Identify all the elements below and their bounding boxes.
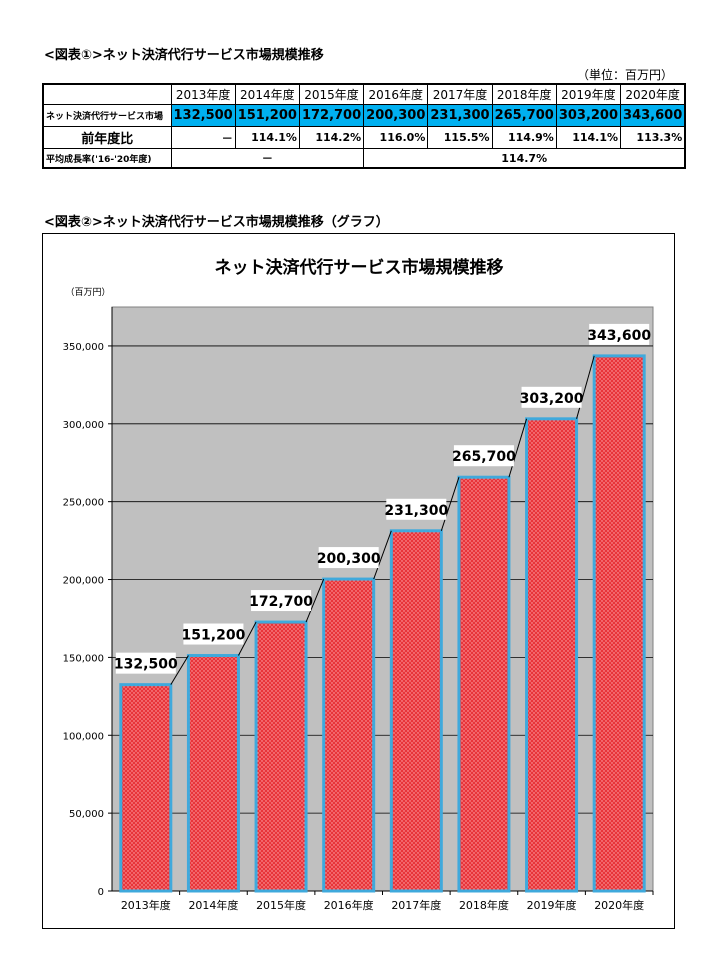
x-tick-label: 2013年度 (121, 898, 171, 912)
y-tick-label: 150,000 (63, 653, 104, 664)
yoy-value-cell: 114.1% (555, 126, 622, 149)
yoy-value-cell: 114.2% (298, 126, 365, 149)
x-tick-label: 2017年度 (391, 898, 441, 912)
data-label: 303,200 (520, 391, 584, 407)
data-label-bg (386, 498, 447, 520)
unit-label: （単位：百万円） (577, 68, 674, 82)
bar (186, 654, 240, 893)
y-tick-label: 0 (98, 887, 104, 898)
market-value-cell: 231,300 (427, 104, 493, 127)
data-label-bg (318, 547, 379, 569)
bar (254, 620, 308, 893)
x-tick-label: 2014年度 (188, 898, 238, 912)
data-label: 151,200 (182, 628, 246, 644)
data-label-bg (521, 386, 582, 408)
x-tick-label: 2015年度 (256, 898, 306, 912)
market-value-cell: 200,300 (363, 104, 429, 127)
series-line (576, 355, 595, 419)
year-header: 2015年度 (298, 83, 365, 105)
data-label: 265,700 (452, 449, 516, 465)
market-value-cell: 132,500 (170, 104, 236, 127)
section2-title: <図表②>ネット決済代行サービス市場規模推移（グラフ） (44, 215, 389, 230)
table-header-row: 2013年度 2014年度 2015年度 2016年度 2017年度 2018年… (43, 83, 686, 105)
series-line (440, 477, 460, 531)
market-value-cell: 343,600 (620, 104, 686, 127)
data-label-bg (183, 623, 244, 645)
y-tick-label: 350,000 (63, 342, 104, 353)
data-label-bg (115, 652, 176, 674)
x-tick-label: 2018年度 (459, 898, 509, 912)
year-header: 2018年度 (491, 83, 557, 105)
market-value-cell: 265,700 (491, 104, 557, 127)
yoy-value-cell: 115.5% (427, 126, 493, 149)
data-label-bg (589, 323, 650, 345)
section1-title: <図表①>ネット決済代行サービス市場規模推移 (44, 48, 324, 63)
year-header: 2017年度 (427, 83, 493, 105)
data-label: 231,300 (384, 503, 448, 519)
series-line (508, 418, 528, 478)
year-header: 2019年度 (555, 83, 622, 105)
year-header: 2016年度 (363, 83, 429, 105)
market-value-cell: 151,200 (234, 104, 300, 127)
y-tick-label: 100,000 (63, 731, 104, 742)
data-label-bg (453, 445, 514, 467)
y-tick-label: 250,000 (63, 498, 104, 509)
row-label: ネット決済代行サービス市場 (42, 104, 172, 127)
table-row-yoy: 前年度比 － 114.1% 114.2% 116.0% 115.5% 114.9… (42, 126, 686, 149)
bar (592, 354, 646, 893)
year-header: 2013年度 (170, 83, 236, 105)
bar (389, 529, 443, 893)
y-tick-label: 300,000 (63, 420, 104, 431)
cagr-value-cell: 114.7% (363, 148, 686, 169)
table-corner (43, 84, 172, 105)
row-label: 平均成長率('16-'20年度) (42, 148, 172, 169)
series-line (237, 621, 257, 656)
table-row-cagr: 平均成長率('16-'20年度) － 114.7% (42, 148, 686, 169)
row-label: 前年度比 (42, 126, 172, 149)
data-label-bg (251, 590, 312, 612)
bar (322, 577, 376, 893)
chart-frame: ネット決済代行サービス市場規模推移 （百万円） 0 50,000 100,000 15… (42, 233, 675, 929)
yoy-value-cell: 116.0% (363, 126, 429, 149)
data-label: 200,300 (317, 551, 381, 567)
yoy-value-cell: － (170, 126, 236, 149)
bar (457, 475, 511, 893)
year-header: 2014年度 (234, 83, 300, 105)
market-table: 2013年度 2014年度 2015年度 2016年度 2017年度 2018年… (42, 83, 687, 169)
y-tick-label: 50,000 (69, 809, 104, 820)
bar-chart: ネット決済代行サービス市場規模推移 （百万円） 0 50,000 100,000 15… (63, 257, 654, 912)
market-value-cell: 303,200 (555, 104, 622, 127)
series-line (305, 578, 325, 623)
data-label: 132,500 (114, 657, 178, 673)
y-tick-label: 200,000 (63, 576, 104, 587)
market-value-cell: 172,700 (298, 104, 365, 127)
series-line (170, 655, 189, 685)
year-header: 2020年度 (620, 83, 686, 105)
data-label: 343,600 (587, 328, 651, 344)
cagr-left-cell: － (170, 148, 365, 169)
x-tick-label: 2016年度 (324, 898, 374, 912)
yoy-value-cell: 113.3% (620, 126, 686, 149)
table-row-market: ネット決済代行サービス市場 132,500 151,200 172,700 20… (42, 104, 686, 127)
bar (119, 683, 173, 893)
chart-title: ネット決済代行サービス市場規模推移 (215, 257, 504, 278)
data-label: 172,700 (249, 594, 313, 610)
x-tick-label: 2019年度 (527, 898, 577, 912)
yoy-value-cell: 114.1% (234, 126, 300, 149)
y-axis-unit: （百万円） (65, 287, 110, 298)
x-tick-label: 2020年度 (594, 898, 644, 912)
yoy-value-cell: 114.9% (491, 126, 557, 149)
series-line (373, 530, 392, 580)
bar (525, 417, 579, 893)
